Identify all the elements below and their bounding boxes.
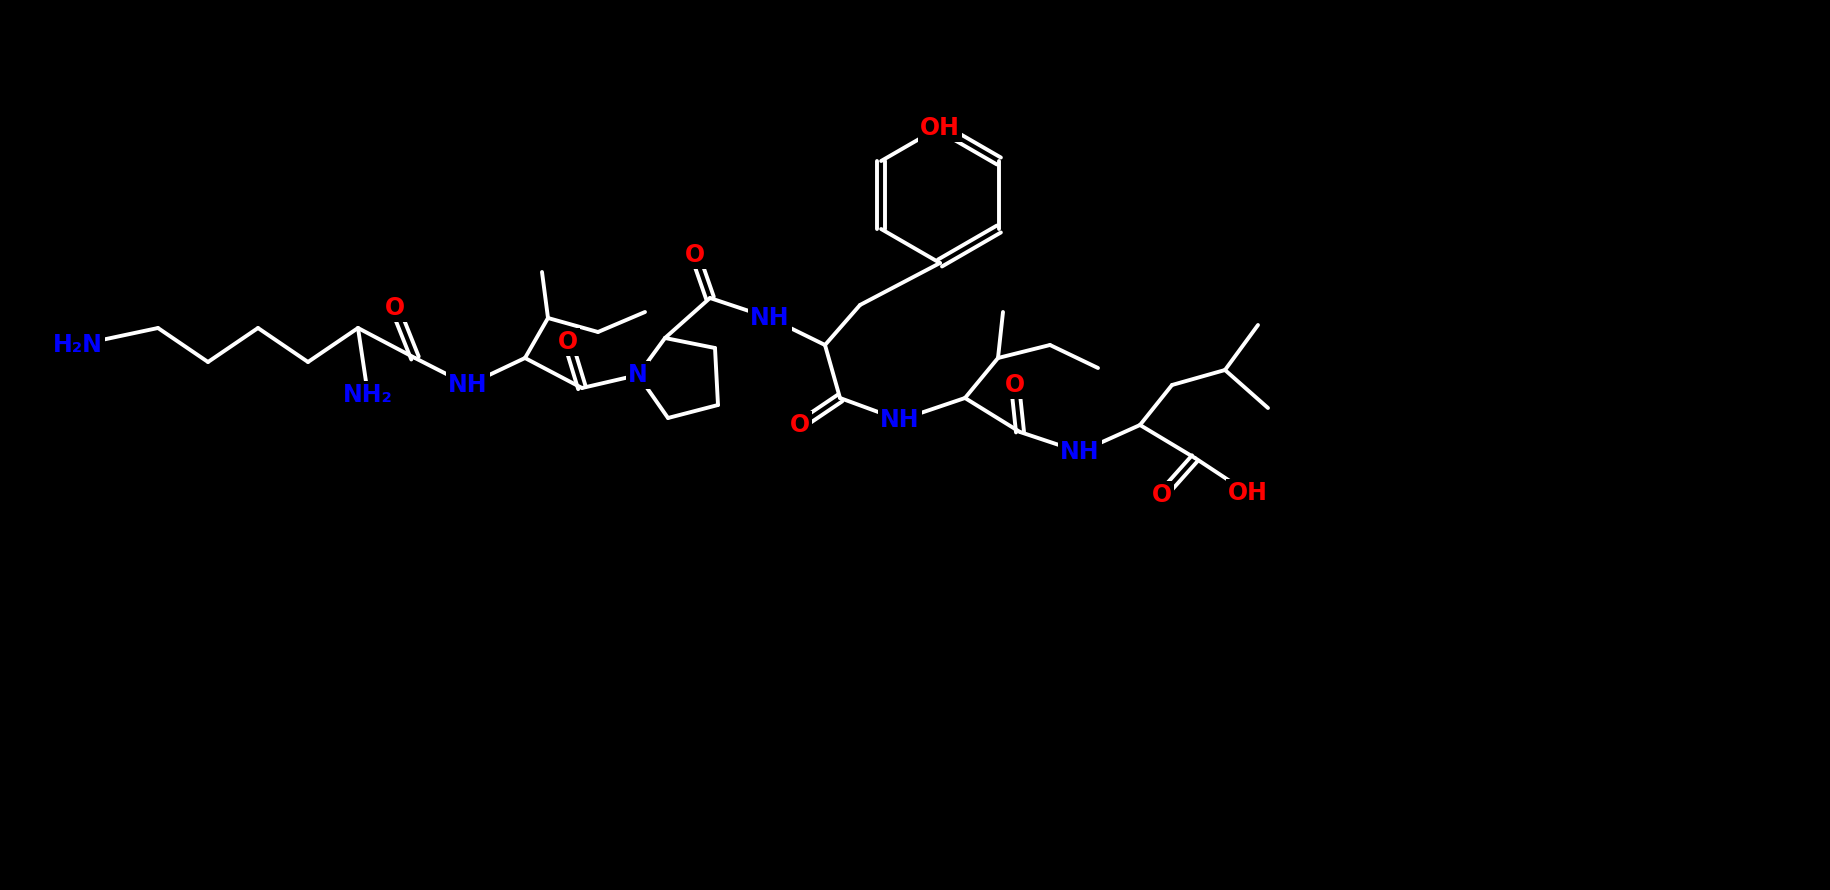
Text: NH: NH [880, 408, 919, 432]
Text: O: O [684, 243, 705, 267]
Text: O: O [1151, 483, 1171, 507]
Text: NH₂: NH₂ [342, 383, 393, 407]
Text: O: O [384, 296, 404, 320]
Text: O: O [1005, 373, 1025, 397]
Text: NH: NH [1060, 440, 1100, 464]
Text: NH: NH [750, 306, 789, 330]
Text: NH: NH [448, 373, 487, 397]
Text: OH: OH [919, 116, 959, 140]
Text: H₂N: H₂N [53, 333, 102, 357]
Text: OH: OH [1228, 481, 1266, 505]
Text: O: O [558, 330, 578, 354]
Text: N: N [628, 363, 648, 387]
Text: O: O [789, 413, 809, 437]
